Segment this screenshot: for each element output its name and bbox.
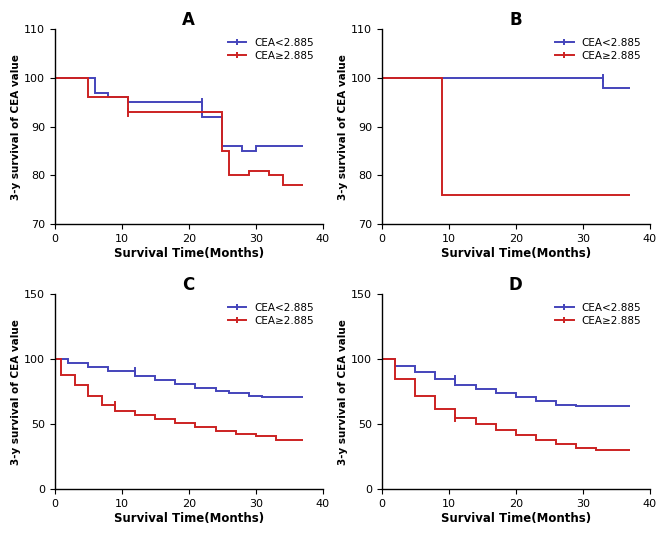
X-axis label: Survival Time(Months): Survival Time(Months)	[441, 247, 591, 259]
Y-axis label: 3-y survival of CEA value: 3-y survival of CEA value	[338, 54, 348, 199]
Legend: CEA<2.885, CEA≥2.885: CEA<2.885, CEA≥2.885	[552, 34, 645, 64]
Y-axis label: 3-y survival of CEA value: 3-y survival of CEA value	[11, 54, 21, 199]
Legend: CEA<2.885, CEA≥2.885: CEA<2.885, CEA≥2.885	[224, 300, 317, 329]
Title: C: C	[182, 277, 195, 294]
Y-axis label: 3-y survival of CEA value: 3-y survival of CEA value	[11, 319, 21, 465]
Y-axis label: 3-y survival of CEA value: 3-y survival of CEA value	[338, 319, 348, 465]
X-axis label: Survival Time(Months): Survival Time(Months)	[114, 512, 264, 525]
X-axis label: Survival Time(Months): Survival Time(Months)	[441, 512, 591, 525]
Legend: CEA<2.885, CEA≥2.885: CEA<2.885, CEA≥2.885	[224, 34, 317, 64]
X-axis label: Survival Time(Months): Survival Time(Months)	[114, 247, 264, 259]
Title: D: D	[509, 277, 522, 294]
Title: B: B	[510, 11, 522, 29]
Title: A: A	[182, 11, 195, 29]
Legend: CEA<2.885, CEA≥2.885: CEA<2.885, CEA≥2.885	[552, 300, 645, 329]
